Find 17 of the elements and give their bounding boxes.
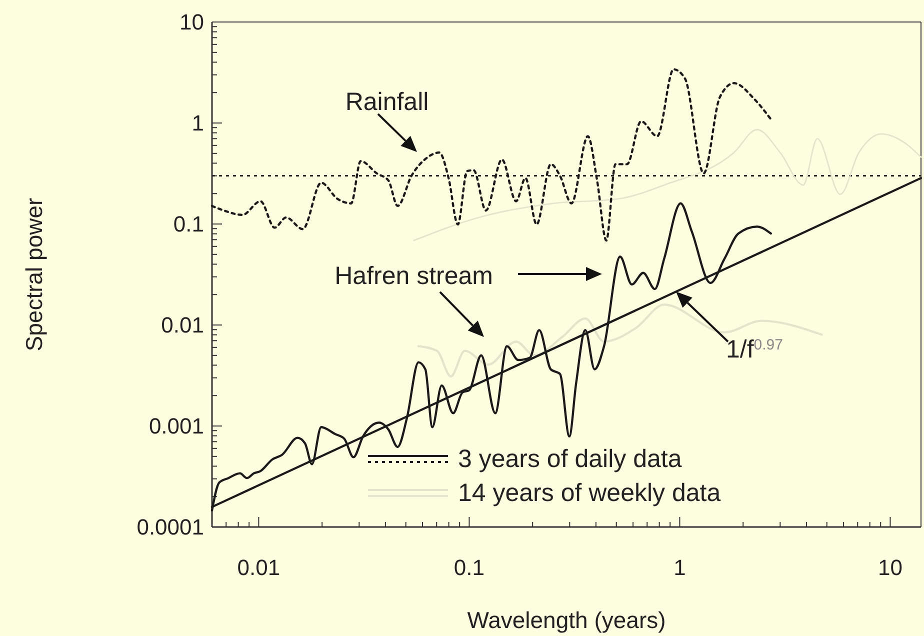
x-tick-label: 0.1: [454, 555, 485, 580]
y-tick-label: 0.1: [173, 212, 204, 237]
legend-label: 3 years of daily data: [458, 445, 682, 473]
legend-label: 14 years of weekly data: [458, 479, 721, 507]
y-axis-title: Spectral power: [21, 197, 47, 352]
y-tick-label: 0.0001: [136, 514, 204, 540]
x-tick-label: 10: [878, 555, 902, 580]
annotation: Rainfall: [345, 88, 429, 116]
x-tick-label: 1: [674, 555, 686, 580]
y-tick-label: 10: [180, 10, 204, 35]
x-axis-title: Wavelength (years): [467, 607, 666, 633]
annotation: Hafren stream: [334, 262, 493, 290]
y-tick-label: 0.01: [161, 312, 204, 338]
x-tick-label: 0.01: [237, 555, 280, 580]
annotation: 1/f$^{0.97}$: [726, 336, 783, 364]
y-tick-label: 1: [192, 110, 204, 136]
y-tick-label: 0.001: [148, 414, 204, 439]
